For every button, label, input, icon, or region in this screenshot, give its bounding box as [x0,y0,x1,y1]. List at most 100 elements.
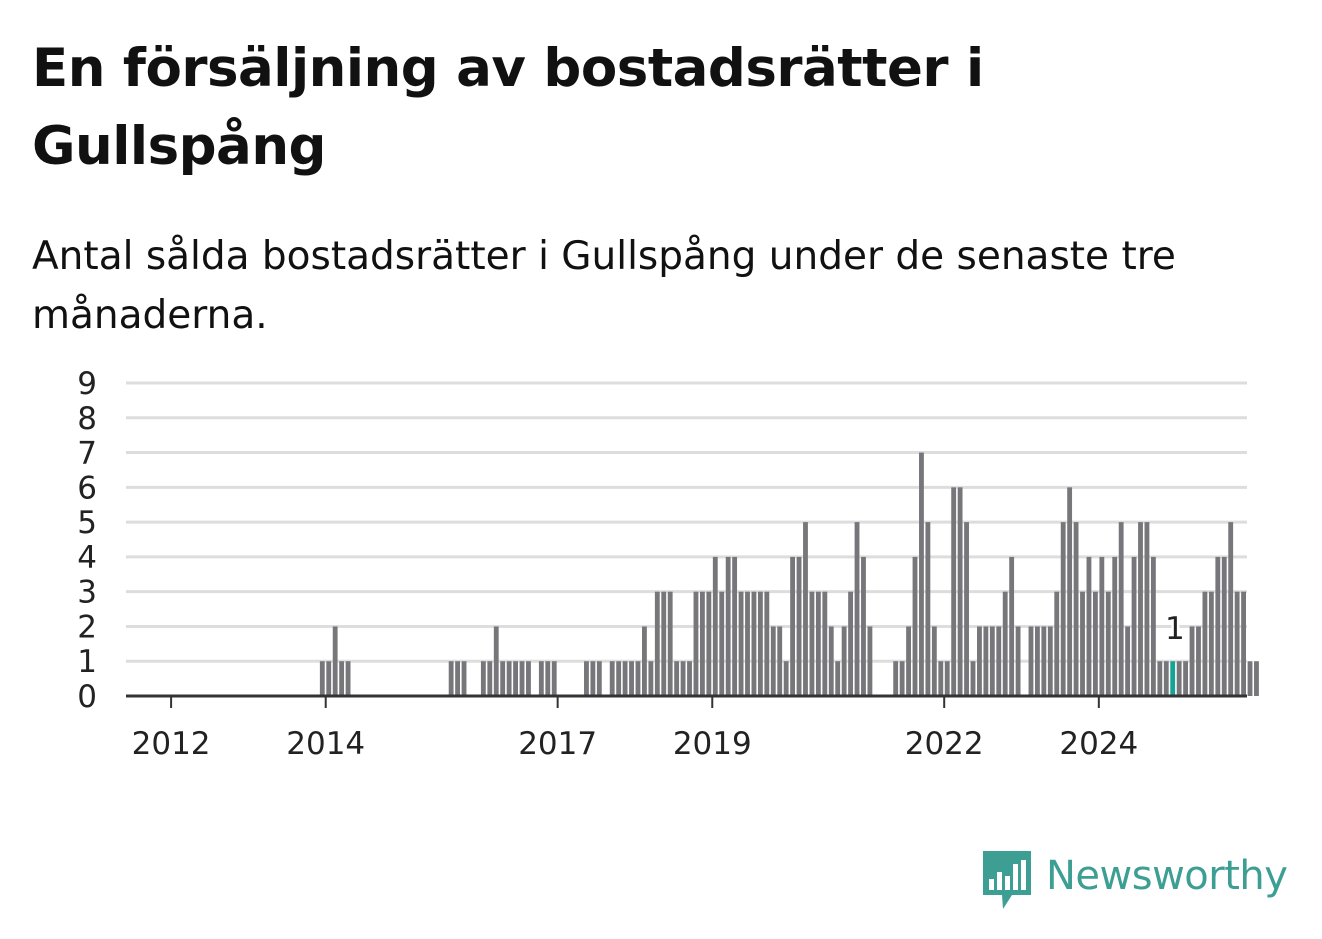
bar [770,626,776,696]
bar [506,661,512,696]
bar [938,661,944,696]
x-tick-label: 2024 [1059,726,1138,762]
annotations: 1 [1163,609,1188,650]
bar [861,556,866,696]
bar [1254,661,1259,696]
bar [1073,522,1079,696]
bar [609,661,615,696]
bar [899,661,905,696]
bar [745,591,750,696]
bar [828,626,834,696]
bar [596,661,602,696]
bar [738,591,744,696]
y-tick-label: 6 [77,470,97,506]
bar [848,591,854,696]
bar [1202,591,1208,696]
bar [616,661,622,696]
bar [1157,661,1163,696]
bar [1028,626,1034,696]
bars [319,452,1259,696]
bar [732,556,738,696]
bar [893,661,899,696]
bar [809,591,815,696]
bar [699,591,705,696]
x-tick-label: 2014 [286,726,365,762]
bar [1041,626,1047,696]
bar [1234,591,1240,696]
bar [648,661,654,696]
bar [1092,591,1098,696]
bar [332,626,338,696]
bar [1105,591,1111,696]
bar [1034,626,1040,696]
bar [867,626,873,696]
bar [925,522,931,696]
bar [319,661,325,696]
bar [1009,556,1015,696]
bar [1015,626,1021,696]
bar [1247,661,1253,696]
bar [757,591,763,696]
bar [1099,556,1105,696]
bar [526,661,531,696]
bar [970,661,976,696]
bar [957,487,963,696]
y-tick-label: 4 [77,540,97,576]
bar [1086,556,1092,696]
bar [345,661,351,696]
bar [1196,626,1201,696]
bar [1144,522,1150,696]
highlight-data-label: 1 [1165,611,1185,647]
bar [983,626,989,696]
bar [519,661,525,696]
x-tick-label: 2019 [673,726,752,762]
x-tick-label: 2017 [518,726,597,762]
bar [1138,522,1143,696]
bar [912,556,918,696]
bar [841,626,847,696]
y-tick-label: 7 [77,436,97,472]
bar [719,591,725,696]
newsworthy-logo-icon [983,851,1031,909]
newsworthy-logo: Newsworthy [980,848,1288,912]
bar [622,661,628,696]
bar [500,661,506,696]
bar [1080,591,1085,696]
bar [513,661,518,696]
y-tick-label: 1 [77,644,97,680]
bar [822,591,828,696]
bar [1241,591,1246,696]
bar [1047,626,1053,696]
bar [480,661,486,696]
bar [461,661,467,696]
bar [919,452,924,696]
bar [1060,522,1066,696]
y-tick-label: 0 [77,679,97,715]
bar [712,556,718,696]
bar [1150,556,1156,696]
bar [1183,661,1189,696]
bar [783,661,789,696]
y-tick-label: 2 [77,609,97,645]
bar [667,591,673,696]
bar [687,661,692,696]
bar [1131,556,1137,696]
bar [944,661,950,696]
bar [629,661,634,696]
bar [764,591,770,696]
bar [1054,591,1060,696]
bar [996,626,1002,696]
brand-name: Newsworthy [1046,853,1288,899]
bar [835,661,841,696]
bar [1228,522,1234,696]
bar [854,522,860,696]
bar [1067,487,1073,696]
bar [1002,591,1008,696]
bar [487,661,493,696]
bar [1221,556,1227,696]
bar [964,522,969,696]
x-axis-labels: 2012 2014 2017 2019 2022 2024 [132,696,1138,762]
bar [635,661,641,696]
